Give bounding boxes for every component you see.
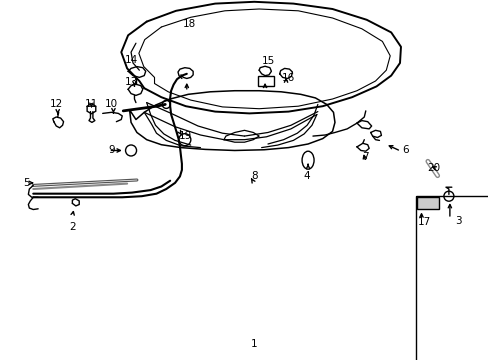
Text: 14: 14 (124, 55, 138, 66)
Text: 8: 8 (250, 171, 257, 181)
Text: 12: 12 (49, 99, 63, 109)
Text: 7: 7 (362, 152, 368, 162)
Text: 6: 6 (402, 145, 408, 156)
Text: 3: 3 (454, 216, 461, 226)
Text: 5: 5 (23, 178, 30, 188)
Text: 2: 2 (69, 222, 76, 232)
Text: 9: 9 (108, 145, 115, 156)
Text: 13: 13 (124, 77, 138, 87)
Text: 4: 4 (303, 171, 310, 181)
Bar (416, 197, 438, 209)
Text: 1: 1 (250, 339, 257, 349)
Text: 11: 11 (85, 99, 99, 109)
Text: 18: 18 (183, 19, 196, 30)
Text: 20: 20 (427, 163, 440, 174)
Text: 10: 10 (105, 99, 118, 109)
Bar (258, 76, 274, 86)
Text: 19: 19 (179, 131, 192, 141)
Text: 15: 15 (261, 56, 274, 66)
Text: 17: 17 (417, 217, 430, 228)
Text: 16: 16 (281, 73, 295, 84)
Bar (415, 196, 488, 360)
